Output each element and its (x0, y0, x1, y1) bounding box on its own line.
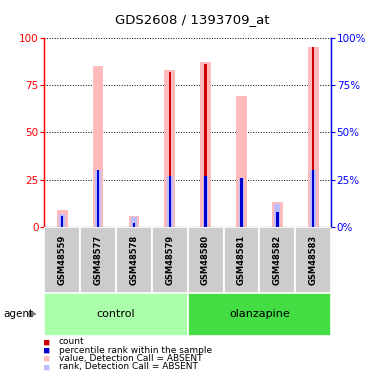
Bar (116, 227, 152, 292)
Text: agent: agent (4, 309, 34, 319)
Bar (272, 202, 283, 227)
Bar (276, 212, 279, 227)
Bar (276, 225, 279, 227)
Bar (308, 47, 318, 227)
Bar (95, 170, 101, 227)
Bar (57, 210, 68, 227)
Bar (129, 216, 139, 227)
Text: GSM48582: GSM48582 (273, 235, 282, 285)
Text: control: control (97, 309, 135, 319)
Text: olanzapine: olanzapine (229, 309, 290, 319)
Text: ■: ■ (44, 338, 50, 346)
Text: count: count (59, 338, 85, 346)
Text: GSM48578: GSM48578 (129, 235, 139, 285)
Bar (164, 70, 175, 227)
Bar (295, 227, 331, 292)
Bar (93, 66, 104, 227)
Bar (203, 176, 209, 227)
Bar (133, 225, 135, 227)
Bar (204, 64, 207, 227)
Text: value, Detection Call = ABSENT: value, Detection Call = ABSENT (59, 354, 203, 363)
Bar (152, 227, 188, 292)
Bar (259, 227, 295, 292)
Bar (275, 204, 280, 227)
Bar (44, 227, 80, 292)
Bar (97, 170, 99, 227)
Bar (200, 62, 211, 227)
Bar (188, 227, 224, 292)
Text: percentile rank within the sample: percentile rank within the sample (59, 346, 212, 355)
Bar (236, 96, 247, 227)
Text: rank, Detection Call = ABSENT: rank, Detection Call = ABSENT (59, 362, 198, 371)
Bar (224, 227, 259, 292)
Bar (240, 178, 243, 227)
Bar (131, 217, 137, 227)
Bar (61, 225, 64, 227)
Bar (312, 170, 315, 227)
Text: GSM48579: GSM48579 (165, 235, 174, 285)
Bar (169, 72, 171, 227)
Bar (59, 214, 65, 227)
Bar (169, 176, 171, 227)
Bar (188, 292, 331, 336)
Text: GSM48583: GSM48583 (309, 235, 318, 285)
Bar (80, 227, 116, 292)
Text: GSM48559: GSM48559 (58, 235, 67, 285)
Text: GDS2608 / 1393709_at: GDS2608 / 1393709_at (115, 13, 270, 26)
Bar (61, 216, 64, 227)
Text: ■: ■ (44, 346, 50, 355)
Text: GSM48581: GSM48581 (237, 235, 246, 285)
Bar (240, 225, 243, 227)
Text: GSM48577: GSM48577 (94, 235, 102, 285)
Bar (204, 176, 207, 227)
Bar (239, 178, 244, 227)
Bar (310, 170, 316, 227)
Bar (133, 223, 135, 227)
Bar (44, 292, 188, 336)
Bar (97, 225, 99, 227)
Bar (167, 176, 172, 227)
Text: ■: ■ (44, 354, 50, 363)
Text: ■: ■ (44, 362, 50, 371)
Text: GSM48580: GSM48580 (201, 235, 210, 285)
Bar (312, 47, 315, 227)
